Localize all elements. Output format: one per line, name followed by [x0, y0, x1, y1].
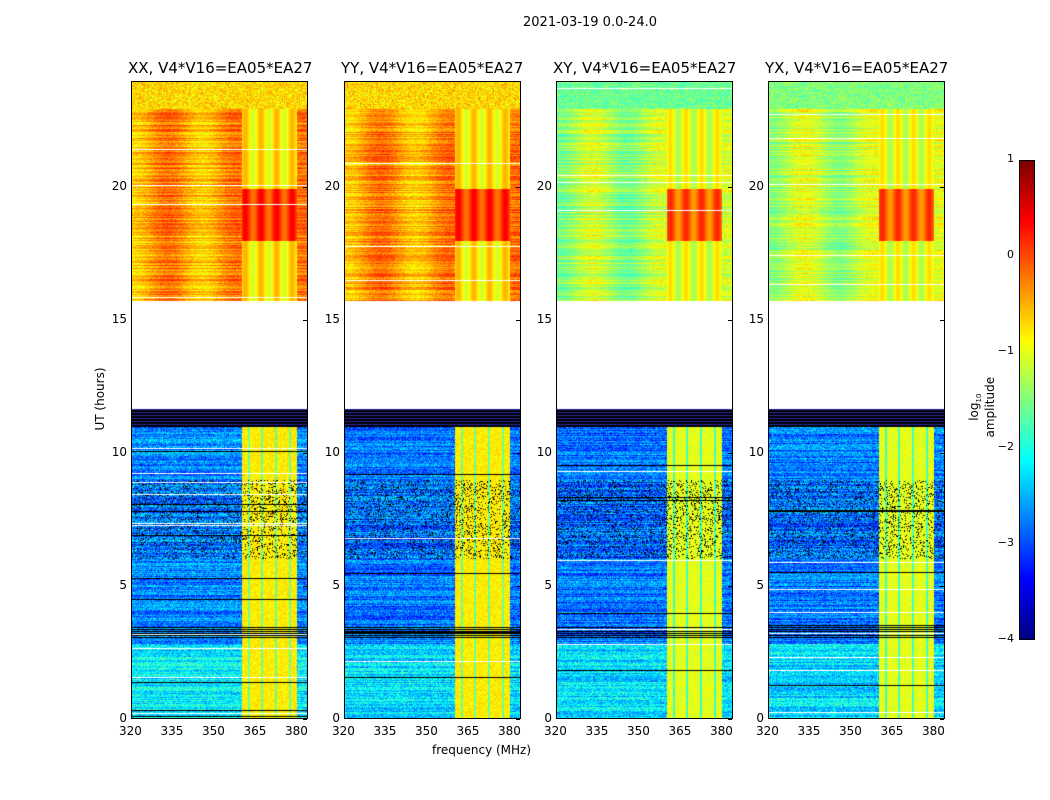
y-tick-label: 15 [324, 312, 340, 327]
panel-title: XX, V4*V16=EA05*EA27 [128, 59, 313, 77]
colorbar-tick-label: 1 [1007, 152, 1014, 165]
heatmap-panel [131, 81, 308, 719]
x-tick-label: 335 [585, 724, 609, 738]
colorbar-tick-label: −3 [997, 536, 1014, 549]
x-tick-label: 380 [497, 724, 521, 738]
y-tick-mark [940, 586, 944, 588]
colorbar-tick-label: −1 [997, 344, 1014, 357]
y-tick-label: 0 [332, 711, 340, 725]
heatmap-cells [132, 82, 307, 718]
y-tick-label: 5 [119, 578, 127, 593]
y-tick-mark [728, 453, 732, 455]
y-tick-label: 0 [544, 711, 552, 725]
colorbar-label: log10 amplitude [967, 362, 997, 452]
y-tick-label: 10 [111, 445, 127, 460]
colorbar-label-rest: amplitude [983, 376, 998, 438]
colorbar-label-sub: 10 [975, 393, 984, 403]
colorbar-gradient [1020, 161, 1034, 639]
x-tick-label: 320 [756, 724, 779, 738]
x-tick-label: 365 [668, 724, 692, 738]
y-tick-label: 20 [324, 179, 340, 194]
colorbar-tick-label: 0 [1007, 248, 1014, 261]
heatmap-panel [768, 81, 945, 719]
colorbar-tick-label: −4 [997, 632, 1014, 645]
x-tick-label: 350 [201, 724, 225, 738]
x-tick-label: 380 [921, 724, 945, 738]
y-tick-label: 20 [111, 179, 127, 194]
panel-title: XY, V4*V16=EA05*EA27 [553, 59, 737, 77]
y-tick-label: 5 [332, 578, 340, 593]
y-tick-mark [728, 187, 732, 189]
y-tick-label: 5 [544, 578, 552, 593]
y-tick-mark [728, 320, 732, 322]
y-tick-mark [940, 320, 944, 322]
y-tick-label: 5 [756, 578, 764, 593]
y-tick-label: 10 [324, 445, 340, 460]
suptitle: 2021-03-19 0.0-24.0 [523, 15, 657, 30]
y-tick-mark [303, 453, 307, 455]
x-tick-label: 335 [373, 724, 397, 738]
heatmap-panel [344, 81, 521, 719]
y-tick-label: 10 [748, 445, 764, 460]
x-tick-label: 335 [797, 724, 821, 738]
colorbar-label-main: log [966, 402, 981, 421]
x-tick-label: 320 [119, 724, 142, 738]
colorbar [1019, 160, 1035, 640]
x-axis-label: frequency (MHz) [432, 743, 532, 757]
y-tick-mark [516, 719, 520, 720]
y-tick-mark [303, 719, 307, 720]
x-tick-label: 350 [414, 724, 438, 738]
x-tick-label: 380 [709, 724, 733, 738]
y-tick-mark [303, 187, 307, 189]
y-tick-mark [303, 320, 307, 322]
y-tick-mark [940, 187, 944, 189]
y-tick-mark [516, 586, 520, 588]
x-tick-label: 350 [626, 724, 650, 738]
x-tick-label: 365 [880, 724, 904, 738]
y-axis-label: UT (hours) [93, 367, 107, 431]
y-tick-mark [516, 453, 520, 455]
y-tick-mark [728, 586, 732, 588]
y-tick-label: 0 [756, 711, 764, 725]
y-tick-label: 20 [748, 179, 764, 194]
x-tick-label: 320 [332, 724, 355, 738]
y-tick-label: 0 [119, 711, 127, 725]
panel-title: YX, V4*V16=EA05*EA27 [765, 59, 949, 77]
y-tick-mark [940, 453, 944, 455]
x-tick-label: 320 [544, 724, 567, 738]
x-tick-label: 350 [838, 724, 862, 738]
y-tick-mark [516, 187, 520, 189]
heatmap-cells [769, 82, 944, 718]
y-tick-label: 15 [111, 312, 127, 327]
y-tick-label: 20 [536, 179, 552, 194]
heatmap-panel [556, 81, 733, 719]
y-tick-label: 15 [748, 312, 764, 327]
y-tick-mark [516, 320, 520, 322]
x-tick-label: 380 [284, 724, 308, 738]
x-tick-label: 335 [160, 724, 184, 738]
x-tick-label: 365 [243, 724, 267, 738]
y-tick-mark [940, 719, 944, 720]
heatmap-cells [557, 82, 732, 718]
heatmap-cells [345, 82, 520, 718]
y-tick-mark [303, 586, 307, 588]
colorbar-tick-label: −2 [997, 440, 1014, 453]
panel-title: YY, V4*V16=EA05*EA27 [341, 59, 524, 77]
x-tick-label: 365 [456, 724, 480, 738]
y-tick-mark [728, 719, 732, 720]
y-tick-label: 10 [536, 445, 552, 460]
y-tick-label: 15 [536, 312, 552, 327]
